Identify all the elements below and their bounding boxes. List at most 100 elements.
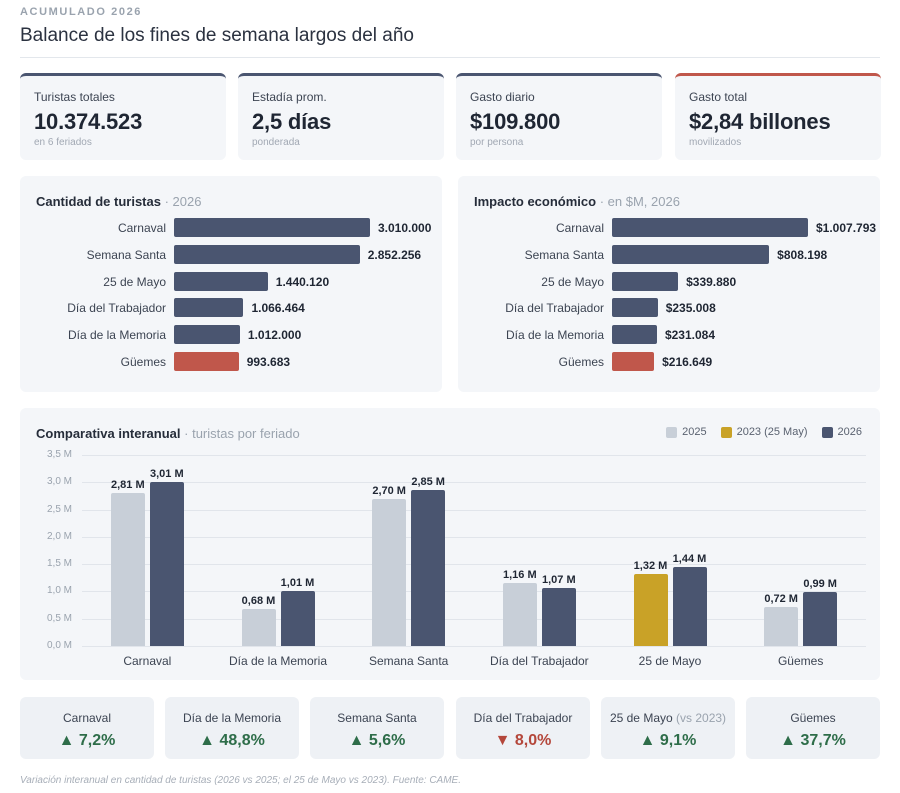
trend-arrow-icon: ▲ [780,732,796,749]
bar-dia-del-trabajador-2025 [502,582,537,646]
trend-arrow-icon: ▲ [348,732,365,749]
trend-arrow-icon: ▲ [199,732,215,749]
variation-label: Día de la Memoria [165,711,299,725]
y-tick-label: 2,0 M [46,530,72,542]
legend-item-2023: 2023 (25 May) [720,426,808,438]
gridline [82,646,866,647]
gridline [82,509,866,511]
variation-value-text: 9,1% [659,732,697,749]
chart-subtitle: turistas por feriado [192,426,300,441]
kpi-value: $2,84 billones [689,109,831,134]
x-category-label: Güemes [777,654,824,668]
variation-value-text: 37,7% [800,732,846,749]
bar-value-label: $1.007.793 [816,221,877,235]
bar-dia-de-la-memoria-2026 [280,590,315,646]
variation-label: Semana Santa [310,711,444,725]
chart-title-text: Comparativa interanual [36,426,181,441]
bar-carnaval [612,218,808,237]
gridline [82,536,866,538]
x-category-label: Semana Santa [368,654,449,668]
bar-dia-de-la-memoria [174,325,240,345]
bar-value-label: 2,70 M [372,484,406,497]
variation-note: (vs 2023) [676,711,727,725]
footnote: Variación interanual en cantidad de turi… [20,775,461,786]
x-category-label: Día del Trabajador [489,654,589,668]
kpi-value: $109.800 [470,109,561,134]
variation-card-carnaval: Carnaval ▲ 7,2% [20,697,154,759]
gridline [82,482,866,484]
legend-item-2026: 2026 [821,426,862,438]
bar-carnaval-2025 [110,492,145,646]
bar-value-label: 2,81 M [111,478,145,491]
variation-card-memoria: Día de la Memoria ▲ 48,8% [165,697,299,759]
variation-value-text: 48,8% [219,732,265,749]
bar-value-label: $339.880 [686,274,737,289]
variation-card-guemes: Güemes ▲ 37,7% [746,697,880,759]
legend-swatch [666,426,678,438]
bar-value-label: 0,99 M [803,577,837,590]
chart-subtitle: 2026 [172,194,202,209]
variation-label: Día del Trabajador [456,711,590,725]
kpi-sub: por persona [470,137,524,148]
gridline [82,455,866,456]
variation-value: ▲ 37,7% [746,732,880,750]
legend-swatch [720,426,732,438]
trend-arrow-icon: ▲ [58,732,75,749]
chart-title: Cantidad de turistas · 2026 [36,194,202,209]
bar-value-label: $216.649 [662,355,713,369]
bar-dia-del-trabajador [612,298,658,318]
kpi-label: Turistas totales [34,90,115,104]
variation-label-text: Güemes [790,711,836,725]
chart-title: Comparativa interanual · turistas por fe… [36,426,300,441]
page-title: Balance de los fines de semana largos de… [20,25,414,46]
legend-label: 2026 [837,426,862,438]
bar-semana-santa [612,244,770,264]
bar-value-label: 1,32 M [633,559,668,572]
bar-category-label: 25 de Mayo [103,274,166,289]
chart-panel-comparativa: Comparativa interanual · turistas por fe… [20,408,880,680]
variation-value: ▼ 8,0% [456,732,590,750]
eyebrow: ACUMULADO 2026 [20,6,143,18]
bar-value-label: 993.683 [246,355,291,369]
bar-category-label: Güemes [558,355,604,369]
y-tick-label: 2,5 M [46,503,72,515]
bar-category-label: Semana Santa [86,247,166,262]
variation-card-trabajador: Día del Trabajador ▼ 8,0% [456,697,590,759]
bar-category-label: Día del Trabajador [505,301,604,316]
bar-value-label: 1,16 M [503,568,537,581]
bar-category-label: Carnaval [117,221,166,235]
bar-dia-de-la-memoria-2025 [241,608,276,646]
variation-label-text: Semana Santa [337,711,417,725]
y-tick-label: 3,5 M [46,449,72,460]
gridline [82,591,866,593]
variation-label: Güemes [746,711,880,725]
bar-guemes [612,352,655,371]
bar-value-label: 3.010.000 [378,221,432,235]
trend-arrow-icon: ▼ [494,732,511,749]
bar-guemes-2026 [803,591,838,646]
title-divider [20,57,880,58]
bar-value-label: 1,01 M [280,576,315,589]
bar-value-label: 1.440.120 [275,274,330,289]
bar-semana-santa-2026 [411,490,446,646]
variation-label-text: Carnaval [62,711,112,725]
bar-25-de-mayo-2026 [672,567,707,646]
variation-card-semana-santa: Semana Santa ▲ 5,6% [310,697,444,759]
bar-semana-santa-2025 [372,498,407,646]
variation-label-text: Día de la Memoria [182,711,282,725]
bar-category-label: Semana Santa [524,247,604,262]
bar-value-label: $235.008 [665,301,716,316]
x-category-label: 25 de Mayo [638,654,702,668]
variation-label: 25 de Mayo (vs 2023) [601,711,735,725]
chart-panel-impacto: Impacto económico · en $M, 2026 Carnaval… [458,176,880,392]
kpi-card-gasto-total: Gasto total $2,84 billones movilizados [675,73,881,160]
y-tick-label: 0,0 M [46,640,72,651]
x-category-label: Día de la Memoria [228,654,328,668]
kpi-card-gasto-diario: Gasto diario $109.800 por persona [456,73,662,160]
bar-semana-santa [174,244,360,264]
bar-value-label: 1.066.464 [251,301,305,316]
bar-value-label: 0,72 M [764,592,798,605]
kpi-sub: en 6 feriados [34,137,92,148]
bar-category-label: Carnaval [555,221,604,235]
kpi-value: 2,5 días [252,109,332,134]
